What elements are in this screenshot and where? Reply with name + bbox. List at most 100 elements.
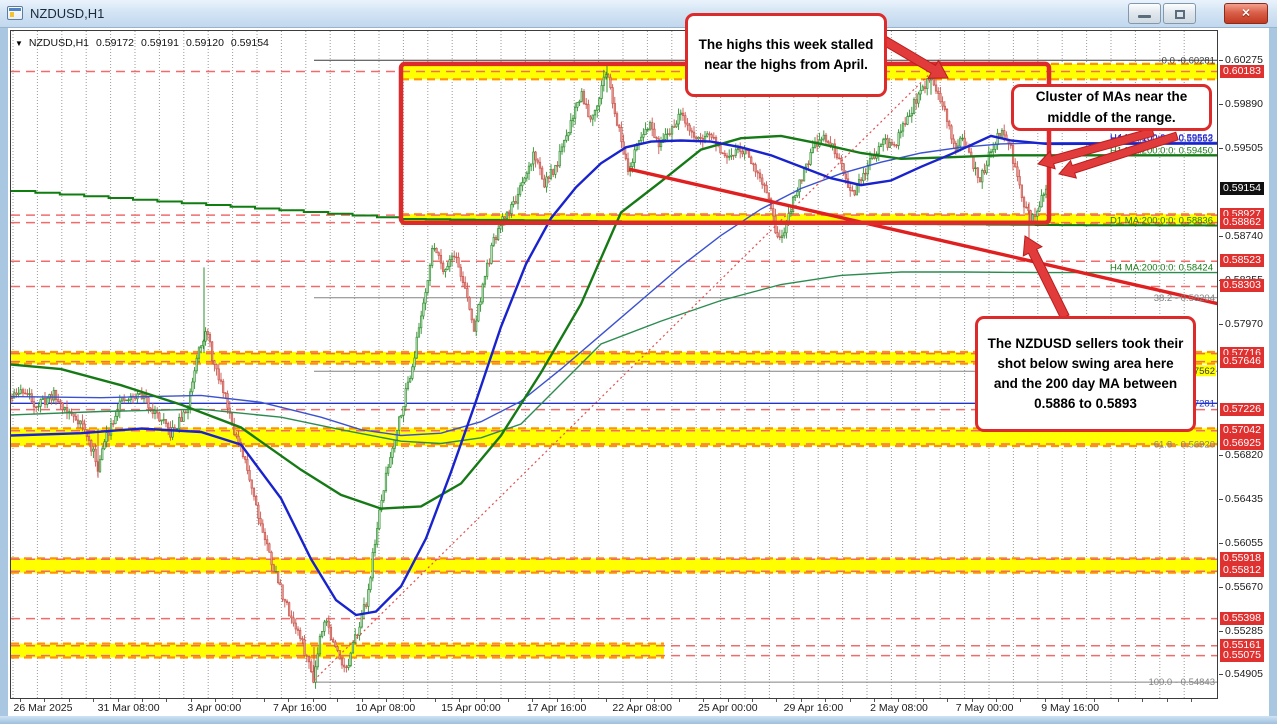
price-tick: 0.54905	[1219, 668, 1263, 680]
ma-line-h1-100	[11, 134, 1217, 617]
price-level-badge: 0.60183	[1220, 64, 1264, 78]
chart-window-icon	[7, 6, 23, 20]
time-tick-label: 15 Apr 00:00	[441, 702, 501, 714]
time-tick-mark	[386, 699, 387, 702]
ohlc-info-bar: ▼ NZDUSD,H1 0.59172 0.59191 0.59120 0.59154	[15, 37, 276, 49]
close-button[interactable]: ✕	[1224, 3, 1268, 24]
time-tick-mark	[556, 699, 558, 702]
svg-text:0.0 -0.60281: 0.0 -0.60281	[1162, 55, 1215, 66]
svg-text:H1 MA:200:0:0: 0.59450: H1 MA:200:0:0: 0.59450	[1110, 145, 1213, 156]
time-tick-mark	[703, 699, 705, 702]
time-tick-label: 25 Apr 00:00	[698, 702, 758, 714]
time-tick-mark	[898, 699, 900, 702]
time-tick-mark	[971, 699, 973, 702]
ohlc-symbol: NZDUSD,H1	[28, 37, 90, 49]
annotation-sellers[interactable]: The NZDUSD sellers took their shot below…	[975, 316, 1196, 432]
swing-area-bands	[11, 62, 1217, 659]
svg-text:H4 MA:200:0:0: 0.58424: H4 MA:200:0:0: 0.58424	[1110, 263, 1213, 274]
time-tick-mark	[93, 699, 95, 702]
price-tick: 0.56820	[1219, 449, 1263, 462]
price-tick: 0.60275	[1219, 54, 1263, 66]
time-tick-mark	[678, 699, 680, 702]
time-tick-mark	[605, 699, 607, 702]
time-tick-mark	[1166, 699, 1168, 702]
svg-text:57562: 57562	[1189, 366, 1215, 377]
annotation-cluster-text: Cluster of MAs near the middle of the ra…	[1035, 89, 1188, 125]
time-tick-mark	[1020, 699, 1022, 702]
trendline-rising-dotted	[313, 70, 934, 681]
time-tick-label: 10 Apr 08:00	[355, 702, 416, 714]
close-icon: ✕	[1241, 7, 1251, 19]
time-tick-mark	[581, 699, 583, 702]
chart-plot-area[interactable]: ▼ NZDUSD,H1 0.59172 0.59191 0.59120 0.59154 0…	[10, 13, 1218, 699]
time-tick-label: 3 Apr 00:00	[187, 702, 242, 714]
trendline-falling	[628, 167, 1217, 306]
ohlc-high: 0.59191	[140, 37, 179, 49]
annotation-sellers-text: The NZDUSD sellers took their shot below…	[987, 335, 1184, 412]
symbol-dropdown-icon[interactable]: ▼	[15, 39, 23, 48]
price-level-badge: 0.57646	[1220, 354, 1264, 368]
svg-text:100.0 - 0.54843: 100.0 - 0.54843	[1148, 677, 1215, 688]
current-price-badge: 0.59154	[1220, 182, 1264, 196]
price-level-badge: 0.55918	[1220, 552, 1264, 566]
red-dashed-levels	[11, 70, 1217, 657]
time-tick-mark	[1093, 699, 1095, 702]
time-tick-mark	[68, 699, 70, 702]
ma-line-h4-200	[11, 271, 1217, 445]
title-bar: NZDUSD,H1 ✕	[0, 0, 1277, 28]
maximize-button[interactable]	[1163, 3, 1196, 24]
price-tick: 0.56055	[1219, 536, 1263, 549]
time-tick-mark	[849, 699, 851, 702]
ma-line-h4-100	[11, 141, 1217, 437]
window-title: NZDUSD,H1	[30, 6, 105, 21]
time-tick-mark	[825, 699, 827, 702]
time-tick-mark	[410, 699, 412, 702]
time-axis[interactable]: 26 Mar 2025 31 Mar 08:00 3 Apr 00:00 7 Apr …	[10, 699, 1269, 716]
time-tick-mark	[239, 699, 241, 702]
time-tick-label: 7 Apr 16:00	[272, 702, 327, 714]
time-tick-mark	[874, 699, 875, 702]
time-tick-label: 7 May 00:00	[955, 702, 1014, 714]
price-level-badge: 0.55812	[1220, 564, 1264, 578]
ohlc-close: 0.59154	[230, 37, 269, 49]
fib-labels: 0.0 -0.60281 38.2 - 0.58204 57562 57281 61.8…	[1148, 55, 1216, 688]
svg-text:H1 MA:100:0:0: 0.59553: H1 MA:100:0:0: 0.59553	[1110, 134, 1213, 145]
time-tick-mark	[630, 699, 631, 702]
window-right-edge	[1269, 28, 1277, 724]
time-tick-mark	[166, 699, 168, 702]
time-tick-mark	[215, 699, 217, 702]
price-tick: 0.59890	[1219, 98, 1263, 111]
time-tick-mark	[434, 699, 436, 702]
price-level-badge: 0.56925	[1220, 437, 1264, 451]
time-tick-mark	[1191, 699, 1193, 702]
time-tick-mark	[654, 699, 656, 702]
chart-canvas: 0.0 -0.60281 38.2 - 0.58204 57562 57281 61.8…	[11, 31, 1217, 698]
time-tick-label: 2 May 08:00	[870, 702, 928, 714]
price-axis[interactable]: 0.602750.598900.595050.587400.583550.579…	[1219, 30, 1269, 699]
price-tick: 0.56435	[1219, 493, 1263, 506]
time-tick-mark	[1044, 699, 1046, 702]
price-level-badge: 0.57226	[1220, 402, 1264, 416]
annotation-highs-stalled[interactable]: The highs this week stalled near the hig…	[685, 13, 887, 97]
price-level-badge: 0.58303	[1220, 279, 1264, 293]
svg-text:61.8 - 0.56920: 61.8 - 0.56920	[1154, 440, 1215, 451]
minimize-button[interactable]	[1128, 3, 1161, 24]
price-tick: 0.57970	[1219, 317, 1263, 330]
price-tick: 0.59505	[1219, 142, 1263, 155]
price-level-badge: 0.58862	[1220, 215, 1264, 229]
annotation-ma-cluster[interactable]: Cluster of MAs near the middle of the ra…	[1011, 84, 1212, 131]
time-tick-mark	[1069, 699, 1071, 702]
price-level-badge: 0.55075	[1220, 648, 1264, 662]
time-tick-mark	[44, 699, 46, 702]
time-tick-mark	[142, 699, 143, 702]
maximize-icon	[1175, 10, 1185, 19]
time-tick-mark	[459, 699, 461, 702]
price-level-badge: 0.57042	[1220, 423, 1264, 437]
time-tick-mark	[800, 699, 802, 702]
ohlc-low: 0.59120	[185, 37, 224, 49]
time-tick-label: 22 Apr 08:00	[612, 702, 672, 714]
price-level-badge: 0.55161	[1220, 638, 1264, 652]
time-tick-mark	[508, 699, 509, 702]
time-tick-mark	[483, 699, 485, 702]
